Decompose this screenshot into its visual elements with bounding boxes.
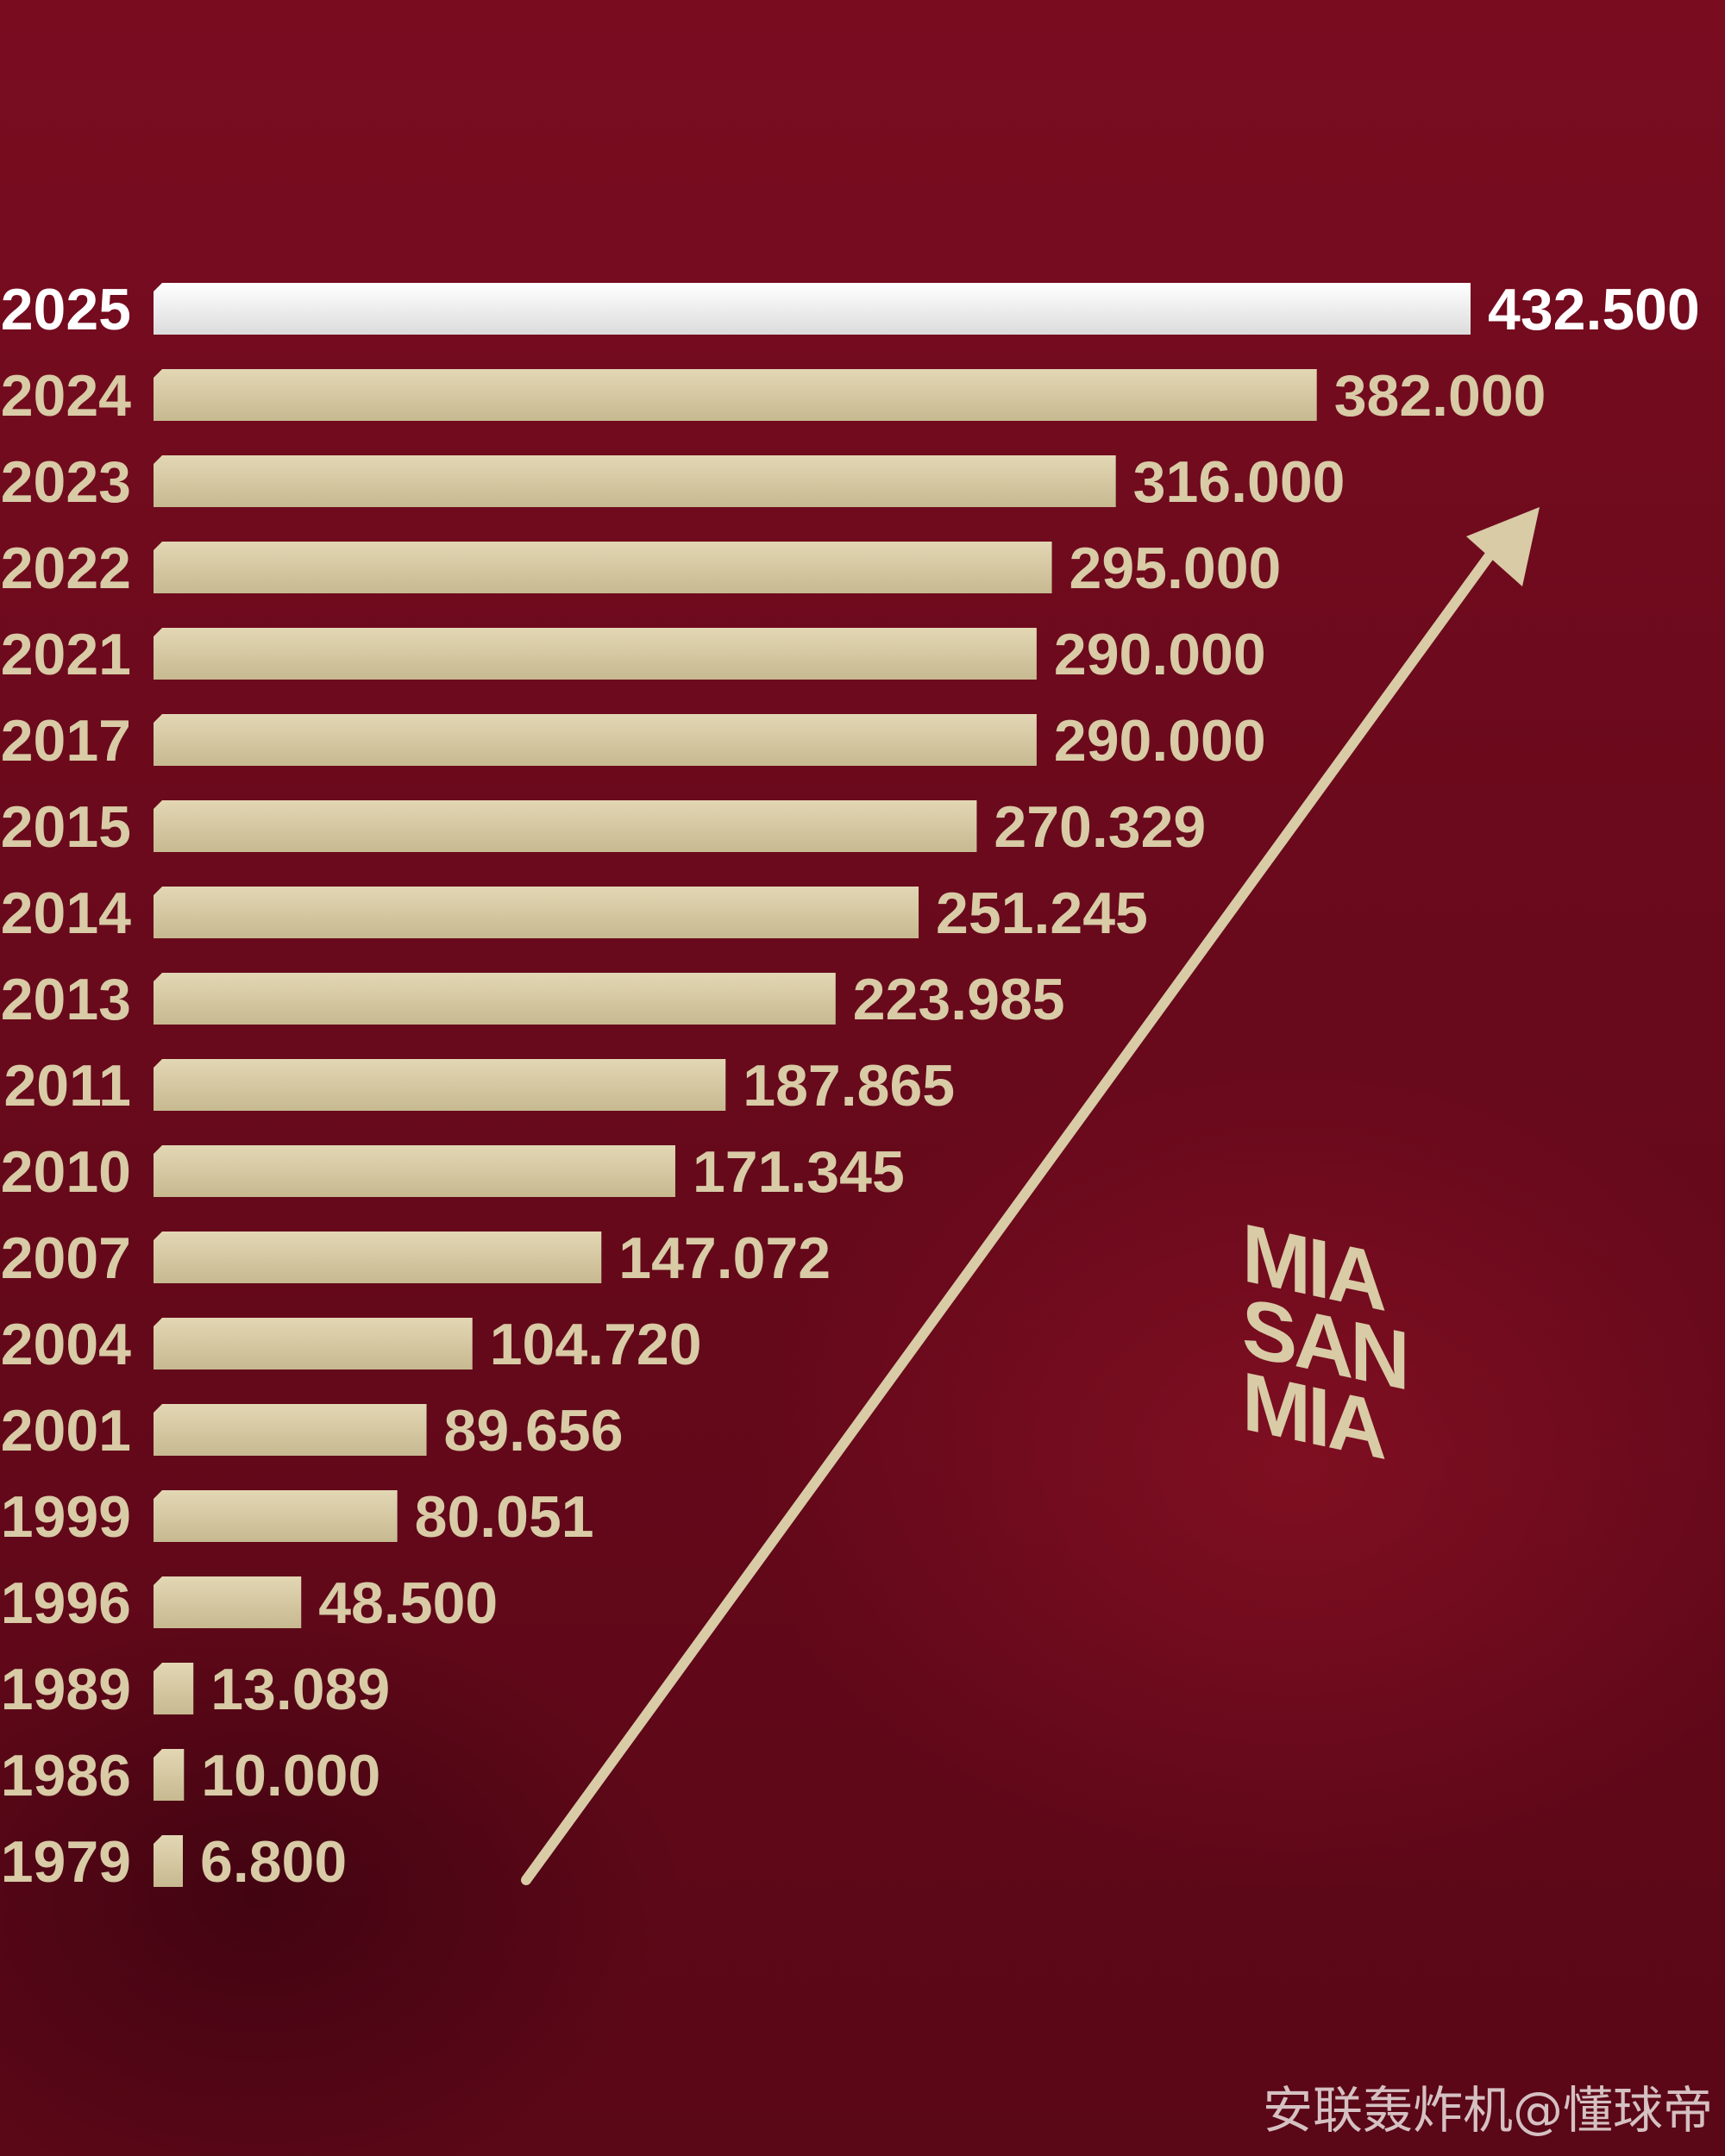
year-label: 2021 xyxy=(1,622,131,687)
bar xyxy=(154,1059,726,1111)
value-label: 48.500 xyxy=(318,1570,498,1636)
value-label: 80.051 xyxy=(415,1484,594,1550)
value-label: 13.089 xyxy=(210,1657,390,1722)
bar xyxy=(154,1663,194,1714)
bar xyxy=(154,369,1317,421)
year-label: 2023 xyxy=(1,449,131,515)
year-label: 1989 xyxy=(1,1657,131,1722)
bar xyxy=(154,800,977,852)
year-label: 1996 xyxy=(1,1570,131,1636)
up-right-arrow-icon xyxy=(521,507,1540,1885)
value-label: 6.800 xyxy=(200,1829,347,1895)
bar xyxy=(154,283,1471,335)
value-label: 171.345 xyxy=(693,1139,905,1205)
year-label: 2004 xyxy=(1,1312,131,1377)
year-label: 2015 xyxy=(1,794,131,860)
year-label: 2010 xyxy=(1,1139,131,1205)
value-label: 295.000 xyxy=(1070,536,1282,601)
bar xyxy=(154,1318,473,1369)
value-label: 89.656 xyxy=(444,1398,624,1463)
year-label: 1999 xyxy=(1,1484,131,1550)
value-label: 147.072 xyxy=(618,1225,831,1291)
mia-san-mia-logo: MIA SAN MIA xyxy=(1242,1206,1407,1477)
bar xyxy=(154,542,1052,593)
bar xyxy=(154,1749,185,1801)
year-label: 2017 xyxy=(1,708,131,774)
value-label: 104.720 xyxy=(490,1312,702,1377)
bar xyxy=(154,1145,675,1197)
year-label: 2014 xyxy=(1,881,131,946)
year-label: 2001 xyxy=(1,1398,131,1463)
watermark-text: 安联轰炸机@懂球帝 xyxy=(1262,2081,1713,2140)
value-label: 290.000 xyxy=(1054,708,1266,774)
value-label: 270.329 xyxy=(994,794,1206,860)
value-label: 316.000 xyxy=(1133,449,1346,515)
value-label: 251.245 xyxy=(936,881,1148,946)
bar xyxy=(154,628,1037,680)
value-label: 290.000 xyxy=(1054,622,1266,687)
value-label: 382.000 xyxy=(1334,363,1546,429)
year-label: 2013 xyxy=(1,967,131,1032)
year-label: 2011 xyxy=(3,1053,131,1119)
bar xyxy=(154,1835,183,1887)
bar xyxy=(154,973,836,1025)
year-label: 1986 xyxy=(1,1743,131,1808)
bar xyxy=(154,455,1116,507)
bar xyxy=(154,1404,427,1456)
arrow-shaft xyxy=(521,547,1497,1885)
year-label: 1979 xyxy=(1,1829,131,1895)
value-label: 432.500 xyxy=(1488,277,1700,342)
value-label: 223.985 xyxy=(853,967,1065,1032)
value-label: 187.865 xyxy=(743,1053,955,1119)
year-label: 2025 xyxy=(1,277,131,342)
year-label: 2024 xyxy=(1,363,131,429)
value-label: 10.000 xyxy=(201,1743,380,1808)
bar xyxy=(154,1490,398,1542)
bar xyxy=(154,887,919,938)
year-label: 2007 xyxy=(1,1225,131,1291)
year-label: 2022 xyxy=(1,536,131,601)
bar xyxy=(154,1232,602,1283)
bar xyxy=(154,1576,302,1628)
bar xyxy=(154,714,1037,766)
arrow-head xyxy=(1466,507,1540,586)
